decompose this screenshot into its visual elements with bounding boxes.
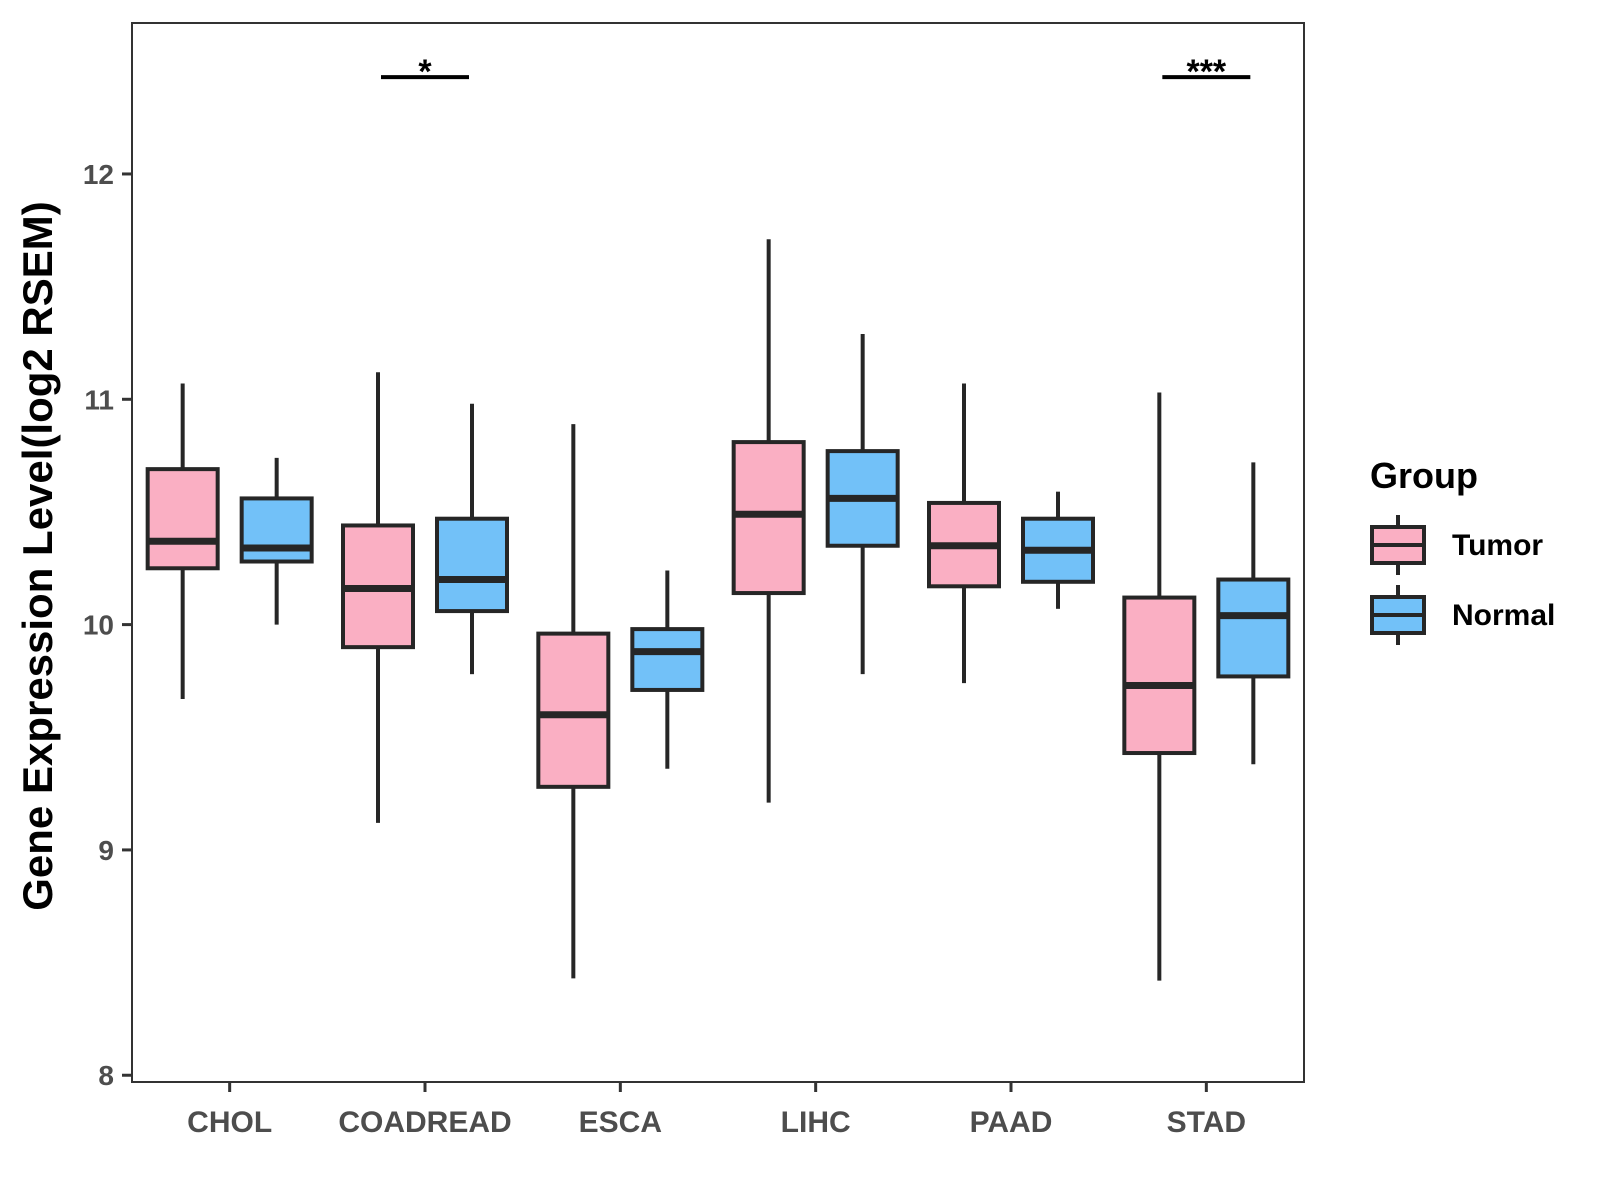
y-tick-label: 11 <box>84 384 114 415</box>
box-body <box>630 627 705 692</box>
legend-key-normal <box>1370 585 1426 645</box>
plot-area <box>145 239 1291 981</box>
panel-border <box>131 22 1305 1083</box>
significance-label: *** <box>1186 53 1226 91</box>
box-body <box>239 496 314 564</box>
legend-key-tumor <box>1370 515 1426 575</box>
box-body <box>1122 595 1197 756</box>
box-tumor-esca <box>536 424 611 979</box>
legend-title: Group <box>1370 455 1478 496</box>
legend: Group Tumor Normal <box>1370 455 1555 645</box>
x-tick-label: STAD <box>1167 1106 1246 1139</box>
x-tick-label: PAAD <box>970 1106 1053 1139</box>
legend-label-tumor: Tumor <box>1452 529 1543 562</box>
y-tick-label: 12 <box>83 159 114 190</box>
box-body <box>1216 577 1291 679</box>
box-tumor-stad <box>1122 392 1197 981</box>
x-tick-label: CHOL <box>187 1106 272 1139</box>
legend-label-normal: Normal <box>1452 599 1555 632</box>
box-normal-paad <box>1021 491 1095 609</box>
box-body <box>145 467 220 571</box>
box-tumor-chol <box>145 383 220 699</box>
box-normal-lihc <box>825 333 900 675</box>
box-normal-chol <box>239 457 314 625</box>
box-normal-stad <box>1216 462 1291 765</box>
x-tick-label: COADREAD <box>338 1106 511 1139</box>
y-tick-label: 9 <box>98 835 114 866</box>
significance-label: * <box>418 53 432 91</box>
y-axis-title: Gene Expression Level(log2 RSEM) <box>14 201 61 911</box>
box-tumor-lihc <box>731 239 806 803</box>
x-tick-label: LIHC <box>781 1106 851 1139</box>
y-tick-label: 10 <box>83 610 114 641</box>
x-tick-label: ESCA <box>579 1106 662 1139</box>
y-tick-label: 8 <box>98 1060 114 1091</box>
box-body <box>536 631 611 789</box>
box-tumor-coadread <box>341 372 415 823</box>
box-tumor-paad <box>927 383 1001 684</box>
box-body <box>435 516 509 614</box>
box-normal-coadread <box>435 403 509 675</box>
box-normal-esca <box>630 570 705 769</box>
